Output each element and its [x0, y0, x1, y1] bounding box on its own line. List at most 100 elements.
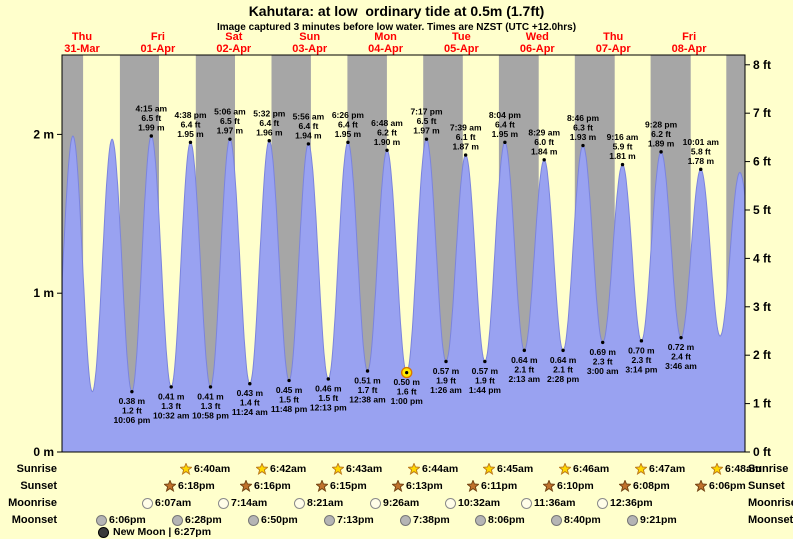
moonset-row-label-left: Moonset: [11, 514, 57, 526]
low-tide-label: 0.38 m 1.2 ft 10:06 pm: [113, 396, 150, 425]
tide-extreme-dot: [248, 382, 252, 386]
sunrise-row-label-right: Sunrise: [748, 463, 789, 475]
moonset-time: 8:06pm: [488, 514, 525, 526]
day-label: Tue 05-Apr: [444, 31, 480, 55]
sunset-time: 6:13pm: [406, 480, 443, 492]
tide-extreme-dot: [639, 339, 644, 343]
sunrise-time-entry: 6:43am: [332, 462, 382, 476]
sunset-time-entry: 6:18pm: [164, 479, 215, 493]
tide-extreme-dot: [267, 139, 271, 143]
low-tide-label: 0.50 m 1.6 ft 1:00 pm: [391, 377, 424, 406]
sunset-time-entry: 6:06pm: [695, 479, 746, 493]
low-tide-label: 0.57 m 1.9 ft 1:26 am: [430, 366, 462, 395]
tide-extreme-dot: [326, 377, 330, 381]
low-tide-label: 0.41 m 1.3 ft 10:32 am: [153, 391, 190, 420]
high-tide-label: 9:16 am 5.9 ft 1.81 m: [607, 132, 639, 161]
sunrise-star-icon: [408, 463, 420, 475]
sunset-time-entry: 6:15pm: [316, 479, 367, 493]
plot-border: [61, 54, 746, 453]
tide-extreme-dot: [208, 385, 213, 389]
moonrise-time-entry: 8:21am: [294, 496, 343, 510]
moonrise-icon: [218, 497, 229, 509]
tide-extreme-dot: [385, 148, 389, 152]
moonset-icon: [96, 514, 107, 526]
sunrise-time: 6:40am: [194, 463, 231, 475]
sunset-row-label-left: Sunset: [20, 480, 57, 492]
moonset-time: 8:40pm: [564, 514, 601, 526]
new-moon-label: New Moon | 6:27pm: [113, 526, 212, 538]
tide-extreme-dot: [444, 359, 448, 364]
low-tide-label: 0.72 m 2.4 ft 3:46 am: [665, 342, 697, 371]
sunrise-time-entry: 6:45am: [483, 462, 533, 476]
sunrise-star-icon: [635, 463, 647, 475]
moonset-icon: [627, 514, 638, 526]
moonrise-time-entry: 11:36am: [521, 496, 575, 510]
moonset-icon: [551, 514, 562, 526]
chart-title: Kahutara: at low ordinary tide at 0.5m (…: [248, 3, 545, 19]
sunset-time: 6:10pm: [557, 480, 594, 492]
high-tide-label: 6:48 am 6.2 ft 1.90 m: [371, 118, 403, 147]
sunrise-star-icon: [256, 463, 268, 475]
sunrise-time-entry: 6:40am: [180, 462, 230, 476]
moonset-icon: [324, 514, 335, 526]
high-tide-label: 8:29 am 6.0 ft 1.84 m: [528, 127, 560, 156]
low-tide-label: 0.51 m 1.7 ft 12:38 am: [349, 376, 386, 405]
moonrise-icon: [597, 497, 608, 509]
right-axis-label: 7 ft: [753, 106, 771, 120]
left-axis-label: 1 m: [33, 286, 54, 300]
high-tide-label: 5:06 am 6.5 ft 1.97 m: [214, 107, 246, 136]
low-tide-label: 0.64 m 2.1 ft 2:28 pm: [547, 355, 580, 384]
low-tide-label: 0.43 m 1.4 ft 11:24 am: [232, 388, 268, 417]
tide-extreme-dot: [130, 389, 134, 394]
high-tide-label: 10:01 am 5.8 ft 1.78 m: [683, 137, 720, 166]
tide-extreme-dot: [542, 158, 546, 162]
moonrise-time: 8:21am: [307, 497, 344, 509]
high-tide-label: 7:17 pm 6.5 ft 1.97 m: [410, 107, 443, 136]
day-label: Thu 31-Mar: [64, 31, 100, 55]
right-axis-label: 0 ft: [753, 445, 771, 459]
moonrise-time: 6:07am: [155, 497, 192, 509]
sunset-star-icon: [392, 480, 404, 492]
moonrise-time-entry: 7:14am: [218, 496, 267, 510]
moonrise-time: 10:32am: [458, 497, 501, 509]
day-label: Fri 08-Apr: [672, 31, 708, 55]
moonset-time: 6:28pm: [185, 514, 222, 526]
low-tide-label: 0.41 m 1.3 ft 10:58 pm: [192, 391, 229, 420]
high-tide-label: 5:56 am 6.4 ft 1.94 m: [293, 111, 325, 140]
moonrise-time-entry: 6:07am: [142, 496, 191, 510]
sunset-time-entry: 6:08pm: [619, 479, 670, 493]
day-label: Sat 02-Apr: [216, 31, 252, 55]
sunset-star-icon: [695, 480, 707, 492]
moonrise-icon: [521, 497, 532, 509]
tide-extreme-dot: [581, 143, 585, 148]
sunset-time-entry: 6:11pm: [467, 479, 517, 493]
moonrise-icon: [142, 497, 153, 509]
sunrise-star-icon: [180, 463, 192, 475]
moonrise-time: 9:26am: [383, 497, 420, 509]
moonrise-icon: [294, 497, 305, 509]
moonrise-time: 11:36am: [534, 497, 576, 509]
new-moon-entry: New Moon | 6:27pm: [98, 526, 211, 538]
sunset-time: 6:08pm: [633, 480, 670, 492]
sunrise-star-icon: [332, 463, 344, 475]
moonset-time: 7:38pm: [413, 514, 450, 526]
moonset-time-entry: 7:38pm: [400, 513, 450, 527]
sunrise-time-entry: 6:44am: [408, 462, 458, 476]
low-tide-label: 0.64 m 2.1 ft 2:13 am: [508, 355, 540, 384]
moonrise-row-label-left: Moonrise: [8, 497, 57, 509]
tide-extreme-dot: [169, 385, 173, 389]
moonrise-row-label-right: Moonrise: [748, 497, 793, 509]
tide-extreme-dot: [346, 140, 350, 145]
sunset-time: 6:16pm: [254, 480, 291, 492]
chart-subtitle: Image captured 3 minutes before low wate…: [216, 22, 577, 33]
moonset-icon: [172, 514, 183, 526]
sunset-star-icon: [543, 480, 555, 492]
moonset-time-entry: 8:06pm: [475, 513, 525, 527]
moonset-time: 6:06pm: [109, 514, 146, 526]
low-tide-label: 0.57 m 1.9 ft 1:44 pm: [469, 366, 502, 395]
moonset-time: 9:21pm: [640, 514, 677, 526]
high-tide-label: 6:26 pm 6.4 ft 1.95 m: [332, 110, 365, 139]
day-label: Wed 06-Apr: [520, 31, 556, 55]
sunrise-time-entry: 6:46am: [559, 462, 609, 476]
